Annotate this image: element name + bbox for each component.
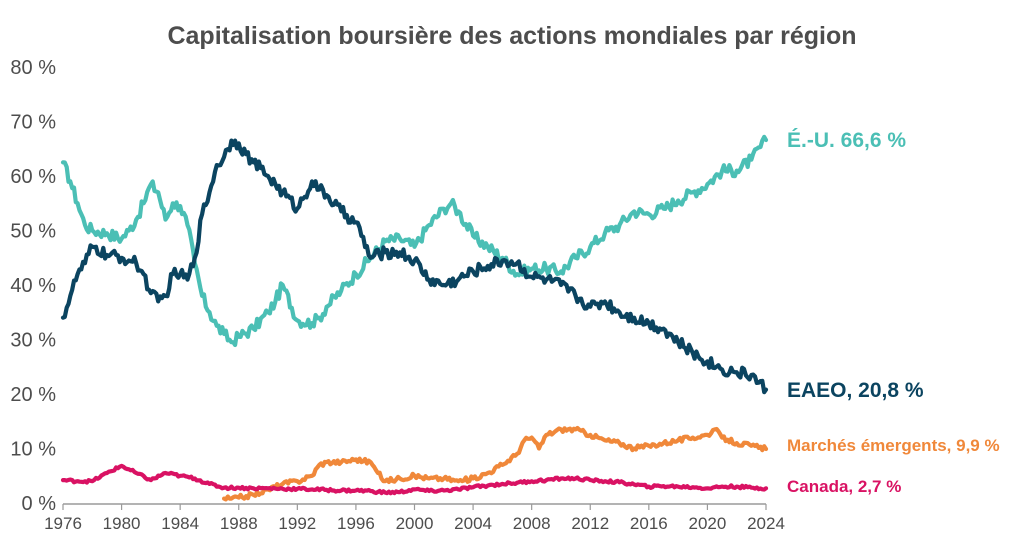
canada-line (60, 463, 769, 496)
x-tick-label: 2020 (689, 514, 727, 533)
y-tick-label: 40 % (10, 275, 56, 297)
y-tick-label: 30 % (10, 330, 56, 352)
chart-title: Capitalisation boursière des actions mon… (167, 22, 857, 50)
y-tick-label: 80 % (10, 57, 56, 79)
x-tick-label: 1992 (278, 514, 316, 533)
canada-label: Canada, 2,7 % (787, 477, 901, 496)
y-tick-label: 20 % (10, 384, 56, 406)
us-line (60, 134, 769, 348)
x-tick-label: 2000 (396, 514, 434, 533)
x-tick-label: 1988 (220, 514, 258, 533)
x-tick-label: 2004 (454, 514, 492, 533)
series-labels: É.-U. 66,6 % EAEO, 20,8 % Marchés émergent… (787, 129, 1000, 496)
emerging-markets-line (222, 425, 769, 502)
y-tick-label: 60 % (10, 166, 56, 188)
eafe-label: EAEO, 20,8 % (787, 379, 924, 402)
x-tick-label: 2008 (513, 514, 551, 533)
y-tick-label: 0 % (22, 493, 57, 515)
us-label: É.-U. 66,6 % (787, 129, 906, 152)
y-tick-label: 10 % (10, 439, 56, 461)
x-tick-label: 2024 (747, 514, 785, 533)
x-tick-label: 1976 (44, 514, 82, 533)
x-tick-label: 2016 (630, 514, 668, 533)
x-axis: 1976 1980 1984 1988 1992 1996 2000 2004 2008 2012… (44, 503, 785, 533)
y-tick-label: 70 % (10, 112, 56, 134)
x-tick-label: 1984 (161, 514, 199, 533)
y-axis: 0 % 10 % 20 % 30 % 40 % 50 % 60 % 70 % 80 % (10, 57, 56, 515)
x-tick-label: 1980 (103, 514, 141, 533)
x-tick-label: 1996 (337, 514, 375, 533)
series-lines (60, 134, 769, 502)
eafe-line (60, 138, 769, 395)
x-tick-label: 2012 (571, 514, 609, 533)
emerging-markets-label: Marchés émergents, 9,9 % (787, 436, 1000, 455)
y-tick-label: 50 % (10, 221, 56, 243)
